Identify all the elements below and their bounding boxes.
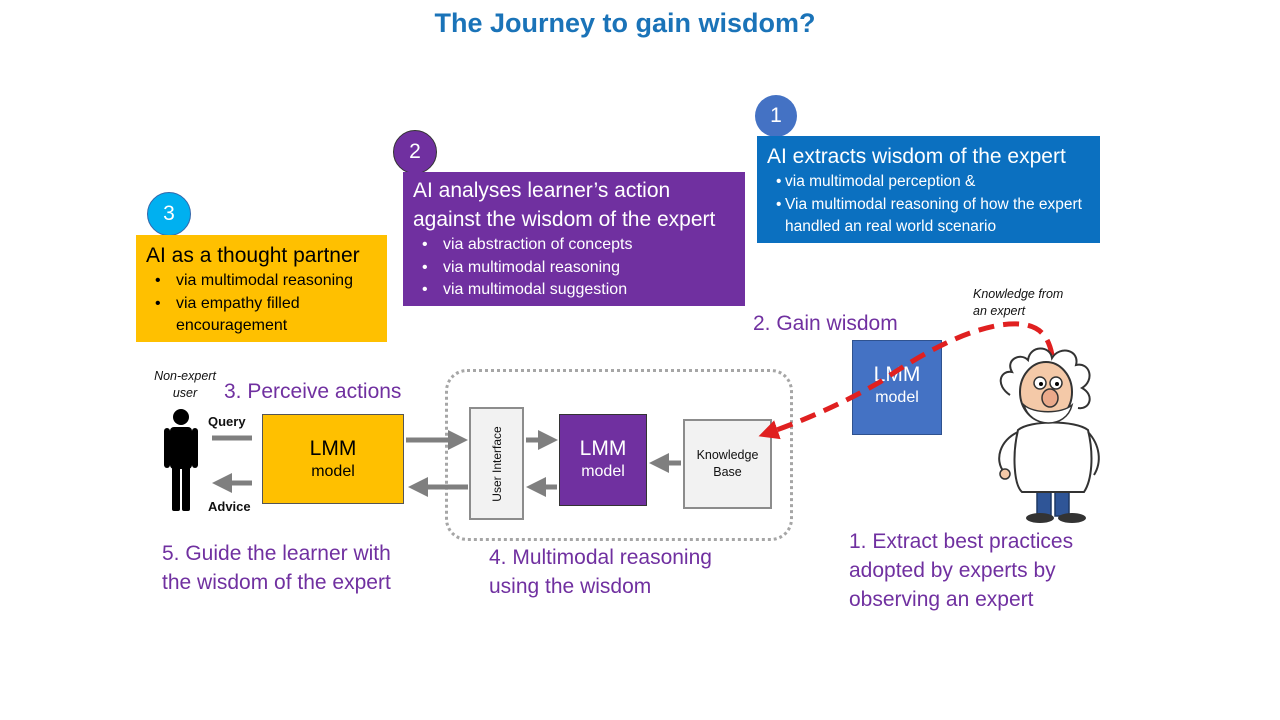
guide-label: 5. Guide the learner with the wisdom of … (162, 542, 391, 594)
lmm-expert-subtitle: model (875, 389, 919, 406)
lmm-user-title: LMM (309, 437, 357, 460)
step-1-bullet: Via multimodal reasoning of how the expe… (767, 194, 1090, 239)
step-1-bullet: via multimodal perception & (767, 171, 1090, 194)
advice-label: Advice (208, 499, 251, 514)
step-1-circle: 1 (755, 95, 797, 137)
non-expert-user-label: Non-expert user (154, 369, 216, 400)
step-3-heading: AI as a thought partner (146, 244, 360, 267)
multimodal-reasoning-label: 4. Multimodal reasoning using the wisdom (489, 546, 712, 598)
step-3-bullet: via multimodal reasoning (146, 270, 377, 293)
lmm-expert-box: LMM model (852, 340, 942, 435)
step-2-bullet: via multimodal reasoning (413, 257, 735, 280)
page-title: The Journey to gain wisdom? (434, 8, 816, 38)
step-1-number: 1 (770, 104, 782, 127)
step-2-heading: AI analyses learner’s action against the… (413, 179, 716, 231)
lmm-center-title: LMM (579, 437, 627, 460)
knowledge-from-expert-label: Knowledge from an expert (973, 287, 1064, 318)
expert-icon (998, 347, 1100, 523)
step-3-circle: 3 (147, 192, 191, 236)
lmm-expert-title: LMM (873, 363, 921, 386)
step-2-bullet: via abstraction of concepts (413, 234, 735, 257)
reasoning-container (445, 369, 793, 541)
step-2-box: AI analyses learner’s action against the… (403, 172, 745, 306)
step-1-box: AI extracts wisdom of the expert via mul… (757, 136, 1100, 243)
extract-label: 1. Extract best practices adopted by exp… (849, 530, 1074, 611)
person-icon (164, 409, 198, 511)
query-label: Query (208, 414, 246, 429)
knowledge-base-label: Knowledge Base (696, 448, 759, 479)
step-3-bullet: via empathy filled encouragement (146, 293, 377, 338)
knowledge-base-box: Knowledge Base (683, 419, 772, 509)
lmm-user-subtitle: model (311, 463, 355, 480)
user-interface-box: User Interface (469, 407, 524, 520)
expert-knowledge-arrow (758, 321, 1058, 440)
lmm-user-box: LMM model (262, 414, 404, 504)
lmm-center-box: LMM model (559, 414, 647, 506)
gain-wisdom-label: 2. Gain wisdom (753, 312, 898, 335)
step-1-heading: AI extracts wisdom of the expert (767, 145, 1066, 168)
step-3-box: AI as a thought partner via multimodal r… (136, 235, 387, 342)
step-3-number: 3 (163, 202, 175, 225)
step-2-number: 2 (409, 140, 421, 163)
step-2-bullet: via multimodal suggestion (413, 279, 735, 302)
lmm-center-subtitle: model (581, 463, 625, 480)
perceive-actions-label: 3. Perceive actions (224, 380, 402, 403)
